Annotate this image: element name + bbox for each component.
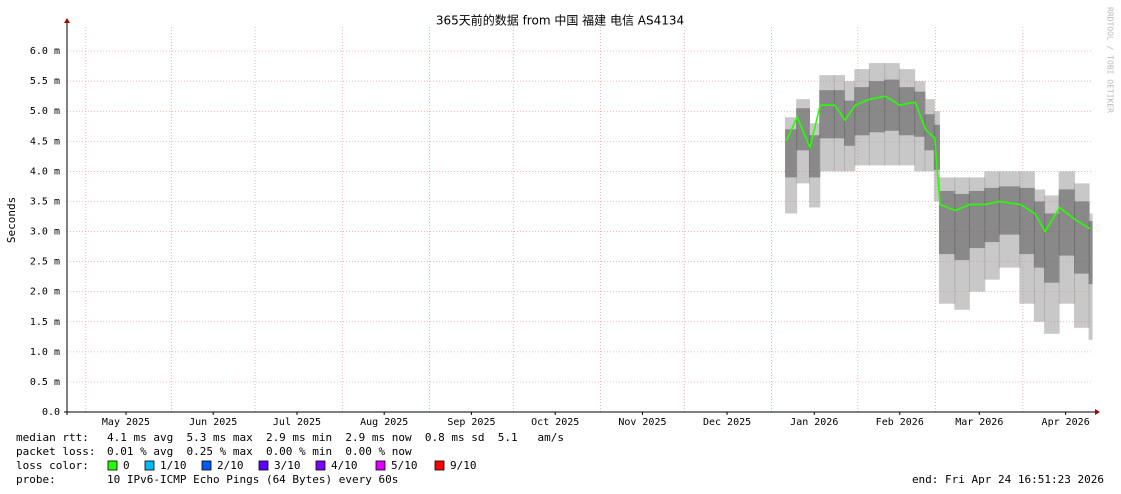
- legend-label: 2/10: [217, 459, 244, 472]
- y-tick-label: 3.0 m: [30, 227, 60, 238]
- y-tick-label: 4.5 m: [30, 136, 60, 147]
- legend-label: 9/10: [450, 459, 477, 472]
- legend-label: 5/10: [391, 459, 418, 472]
- x-tick-label: May 2025: [102, 417, 150, 428]
- y-tick-label: 2.0 m: [30, 287, 60, 298]
- legend-swatch: [201, 460, 212, 471]
- rtt-label: median rtt:: [16, 431, 89, 444]
- x-tick-label: Oct 2025: [531, 417, 579, 428]
- legend-label: 1/10: [160, 459, 187, 472]
- x-tick-label: Feb 2026: [876, 417, 924, 428]
- smoke-core: [854, 87, 870, 136]
- y-tick-label: 1.0 m: [30, 347, 60, 358]
- smoke-core: [1033, 201, 1046, 268]
- loss-stats: 0.01 % avg 0.25 % max 0.00 % min 0.00 % …: [107, 445, 412, 458]
- loss-label: packet loss:: [16, 445, 95, 458]
- smoke-core: [968, 190, 986, 249]
- legend-label: 3/10: [274, 459, 301, 472]
- x-tick-label: Nov 2025: [618, 417, 666, 428]
- y-tick-label: 5.5 m: [30, 76, 60, 87]
- x-tick-label: Jan 2026: [790, 417, 838, 428]
- smoke-core: [1019, 187, 1035, 255]
- smoke-core: [808, 135, 821, 178]
- y-tick-label: 4.0 m: [30, 166, 60, 177]
- legend-swatch: [315, 460, 326, 471]
- legend-label: 0: [123, 459, 130, 472]
- chart-title: 365天前的数据 from 中国 福建 电信 AS4134: [436, 13, 684, 28]
- y-tick-label: 1.5 m: [30, 317, 60, 328]
- legend-swatch: [144, 460, 155, 471]
- probe-label: probe:: [16, 473, 56, 486]
- legend-swatch: [375, 460, 386, 471]
- median-line: [785, 95, 1091, 234]
- smoke-core: [844, 100, 856, 146]
- smoke-core: [1074, 201, 1090, 274]
- smoke-core: [898, 87, 916, 136]
- smoke-core: [819, 90, 835, 139]
- legend-label: 4/10: [331, 459, 358, 472]
- x-tick-label: Apr 2026: [1042, 417, 1090, 428]
- x-arrow: [1095, 409, 1100, 415]
- x-tick-label: Mar 2026: [955, 417, 1003, 428]
- smoke-core: [933, 124, 940, 170]
- smoke-core: [1044, 213, 1060, 283]
- y-tick-label: 0.5 m: [30, 377, 60, 388]
- y-tick-label: 5.0 m: [30, 106, 60, 117]
- y-tick-label: 3.5 m: [30, 196, 60, 207]
- legend-swatch: [434, 460, 445, 471]
- probe-text: 10 IPv6-ICMP Echo Pings (64 Bytes) every…: [107, 473, 398, 486]
- smoke-core: [998, 186, 1021, 235]
- x-tick-label: Jul 2025: [273, 417, 321, 428]
- smoke-core: [954, 193, 970, 261]
- y-tick-label: 0.0: [42, 407, 60, 418]
- smoke-core: [1088, 221, 1093, 285]
- legend-label: loss color:: [16, 459, 89, 472]
- smoke-core: [833, 90, 846, 139]
- watermark: RRDTOOL / TOBI OETIKER: [1106, 7, 1115, 113]
- y-tick-label: 2.5 m: [30, 257, 60, 268]
- y-tick-label: 6.0 m: [30, 46, 60, 57]
- legend-swatch: [107, 460, 118, 471]
- smoke-core: [1058, 189, 1076, 256]
- smoke-core: [785, 129, 798, 178]
- end-time: end: Fri Apr 24 16:51:23 2026: [912, 473, 1104, 486]
- x-tick-label: Dec 2025: [703, 417, 751, 428]
- smoke-core: [938, 190, 956, 255]
- x-tick-label: Aug 2025: [360, 417, 408, 428]
- smoke-core: [884, 79, 900, 131]
- smoke-core: [868, 81, 886, 133]
- legend-swatch: [258, 460, 269, 471]
- y-arrow: [64, 18, 70, 23]
- x-tick-label: Sep 2025: [447, 417, 495, 428]
- x-tick-label: Jun 2025: [189, 417, 237, 428]
- smoke-core: [984, 187, 1000, 243]
- y-axis-label: Seconds: [5, 197, 18, 243]
- rtt-stats: 4.1 ms avg 5.3 ms max 2.9 ms min 2.9 ms …: [107, 431, 564, 444]
